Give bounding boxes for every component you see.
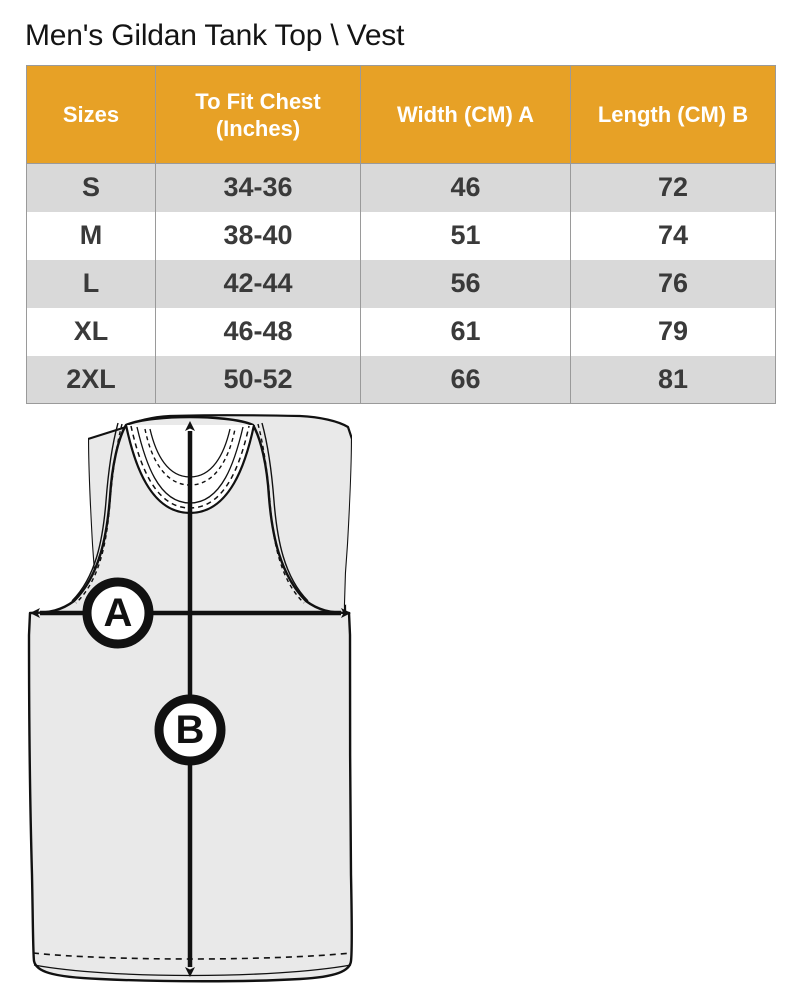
- cell-width: 51: [360, 211, 571, 260]
- marker-b-label: B: [176, 708, 205, 752]
- column-header-length: Length (CM) B: [570, 65, 776, 164]
- measure-marker-b: B: [154, 694, 226, 766]
- cell-size: XL: [26, 307, 156, 356]
- cell-chest: 34-36: [155, 163, 361, 212]
- right-strap-seam: [261, 422, 309, 602]
- marker-b-circle: [154, 694, 226, 766]
- garment-diagram: A B: [0, 405, 800, 985]
- table-row: L 42-44 56 76: [26, 259, 776, 308]
- column-header-sizes: Sizes: [26, 65, 156, 164]
- marker-a-label: A: [104, 591, 133, 635]
- cell-size: M: [26, 211, 156, 260]
- table-row: S 34-36 46 72: [26, 163, 776, 212]
- cell-length: 79: [570, 307, 776, 356]
- right-strap-stitch: [257, 423, 305, 604]
- cell-length: 81: [570, 355, 776, 404]
- left-strap-stitch: [75, 423, 123, 604]
- table-row: XL 46-48 61 79: [26, 307, 776, 356]
- table-row: M 38-40 51 74: [26, 211, 776, 260]
- table-row: 2XL 50-52 66 81: [26, 355, 776, 404]
- cell-size: 2XL: [26, 355, 156, 404]
- cell-length: 72: [570, 163, 776, 212]
- cell-width: 46: [360, 163, 571, 212]
- marker-a-circle: [82, 577, 154, 649]
- cell-size: L: [26, 259, 156, 308]
- table-body: S 34-36 46 72 M 38-40 51 74 L 42-44 56 7…: [26, 163, 776, 404]
- measure-marker-a: A: [82, 577, 154, 649]
- cell-width: 56: [360, 259, 571, 308]
- cell-length: 76: [570, 259, 776, 308]
- left-strap-seam: [71, 422, 119, 602]
- column-header-width: Width (CM) A: [360, 65, 571, 164]
- left-armhole-cutout: [35, 426, 95, 605]
- size-chart-table: Sizes To Fit Chest (Inches) Width (CM) A…: [26, 65, 776, 404]
- cell-chest: 38-40: [155, 211, 361, 260]
- cell-size: S: [26, 163, 156, 212]
- cell-chest: 46-48: [155, 307, 361, 356]
- page-title: Men's Gildan Tank Top \ Vest: [25, 19, 405, 52]
- cell-width: 66: [360, 355, 571, 404]
- cell-width: 61: [360, 307, 571, 356]
- right-armhole-cutout: [345, 426, 405, 605]
- shoulder-straps-group: [71, 422, 309, 604]
- cell-chest: 42-44: [155, 259, 361, 308]
- column-header-chest: To Fit Chest (Inches): [155, 65, 361, 164]
- left-armhole-binding: [73, 496, 111, 602]
- cell-length: 74: [570, 211, 776, 260]
- table-header-row: Sizes To Fit Chest (Inches) Width (CM) A…: [26, 65, 776, 164]
- table-header: Sizes To Fit Chest (Inches) Width (CM) A…: [26, 65, 776, 164]
- cell-chest: 50-52: [155, 355, 361, 404]
